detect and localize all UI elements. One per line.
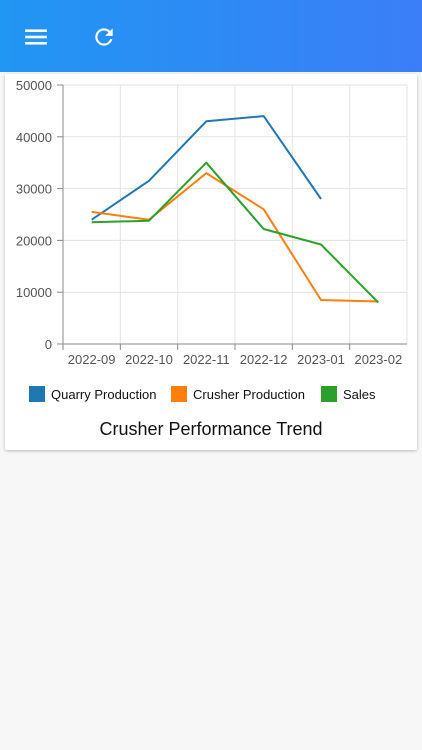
legend-swatch bbox=[321, 386, 337, 402]
chart-card: 0 10000 20000 30000 40000 50000 2022-09 2022-1… bbox=[5, 74, 417, 450]
chart-caption: Crusher Performance Trend bbox=[99, 419, 323, 439]
series-line-quarry-production bbox=[91, 115, 322, 221]
y-tick-label: 10000 bbox=[16, 285, 52, 300]
x-tick-label: 2023-02 bbox=[354, 352, 402, 367]
y-tick-label: 50000 bbox=[16, 78, 52, 93]
y-axis-tick-labels: 0 10000 20000 30000 40000 50000 bbox=[16, 78, 63, 352]
legend-swatch bbox=[171, 386, 187, 402]
y-tick-label: 30000 bbox=[16, 182, 52, 197]
x-tick-label: 2022-11 bbox=[183, 352, 230, 367]
refresh-icon[interactable] bbox=[91, 24, 117, 50]
menu-icon[interactable] bbox=[23, 24, 49, 50]
y-tick-label: 20000 bbox=[16, 233, 52, 248]
x-tick-label: 2023-01 bbox=[297, 352, 345, 367]
legend-swatch bbox=[29, 386, 45, 402]
x-tick-label: 2022-09 bbox=[68, 352, 116, 367]
chart-legend: Quarry Production Crusher Production Sales bbox=[29, 386, 376, 402]
x-tick-label: 2022-12 bbox=[240, 352, 288, 367]
series-lines bbox=[91, 115, 380, 304]
series-line-crusher-production bbox=[91, 172, 379, 303]
legend-label: Crusher Production bbox=[193, 387, 305, 402]
series-line-sales bbox=[91, 161, 380, 304]
app-bar bbox=[0, 0, 422, 72]
x-axis-tick-labels: 2022-09 2022-10 2022-11 2022-12 2023-01 2023-… bbox=[62, 344, 402, 367]
legend-label: Quarry Production bbox=[51, 387, 157, 402]
y-tick-label: 0 bbox=[45, 337, 52, 352]
line-chart: 0 10000 20000 30000 40000 50000 2022-09 2022-1… bbox=[16, 78, 408, 402]
legend-label: Sales bbox=[343, 387, 376, 402]
chart-grid bbox=[62, 84, 408, 345]
x-tick-label: 2022-10 bbox=[125, 352, 173, 367]
y-tick-label: 40000 bbox=[16, 130, 52, 145]
